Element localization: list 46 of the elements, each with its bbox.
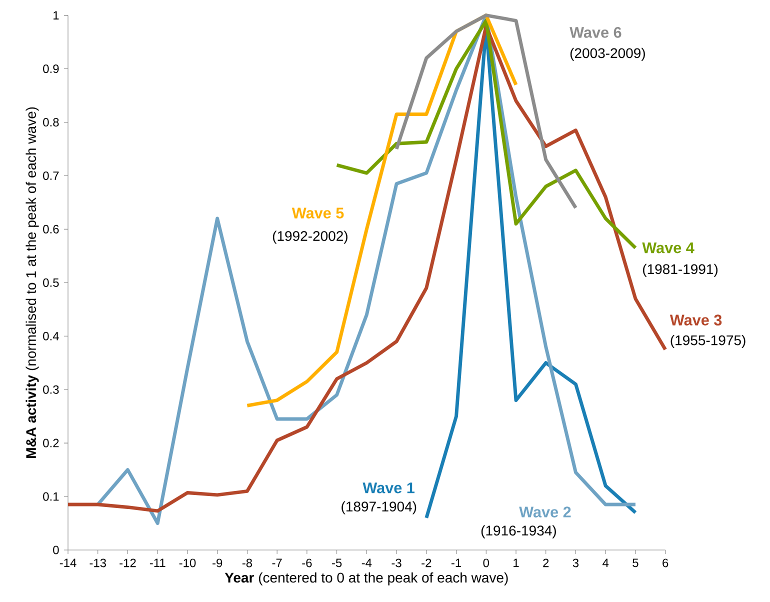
- x-tick-label: 5: [632, 558, 638, 568]
- y-tick-label: 0: [53, 546, 59, 554]
- text: (1955-1975): [670, 334, 746, 348]
- text: Wave 6: [570, 27, 622, 38]
- x-tick-label: 1: [514, 558, 519, 567]
- x-tick-label: -1: [451, 558, 462, 567]
- y-tick-label: 0.7: [43, 171, 59, 180]
- annotation: (1981-1991): [643, 264, 718, 277]
- x-tick-label: 0: [483, 558, 490, 568]
- x-axis-title: Year (centered to 0 at the peak of each wave): [224, 572, 508, 586]
- x-tick-label: -10: [179, 558, 196, 568]
- y-tick-label: 0.1: [43, 492, 59, 501]
- x-tick-label: -13: [90, 558, 106, 568]
- x-tick-label: -12: [120, 558, 136, 568]
- y-axis-title: M&A activity (normalised to 1 at the peak of each wave): [26, 107, 39, 458]
- y-tick-label: 0.3: [43, 385, 59, 394]
- annotation: (2003-2009): [570, 48, 645, 61]
- x-tick-label: -4: [362, 558, 372, 567]
- series-label: Wave 2: [519, 506, 571, 518]
- y-tick-label: 0.5: [43, 278, 59, 287]
- x-tick-label: -7: [272, 558, 282, 567]
- x-tick-label: -14: [60, 558, 76, 567]
- annotation: (1897-1904): [342, 501, 416, 514]
- x-tick-label: -9: [212, 558, 222, 568]
- x-tick-label: -2: [422, 558, 432, 568]
- series-label: Wave 4: [642, 242, 694, 254]
- x-tick-label: -6: [302, 558, 312, 568]
- y-tick-label: 0.4: [43, 332, 59, 340]
- y-tick-label: 0.9: [43, 64, 59, 74]
- annotation: (1916-1934): [481, 525, 556, 538]
- annotation: (1992-2002): [272, 230, 348, 244]
- x-tick-label: -11: [150, 558, 166, 567]
- series-label: Wave 3: [670, 314, 722, 326]
- x-tick-label: -8: [242, 558, 252, 568]
- y-tick-label: 0.8: [43, 118, 59, 127]
- x-tick-label: 6: [662, 558, 668, 568]
- y-tick-label: 1: [54, 11, 59, 20]
- x-tick-label: -3: [392, 558, 402, 568]
- y-tick-label: 0.2: [43, 438, 59, 448]
- x-tick-label: -5: [332, 558, 342, 568]
- series-label: Wave 5: [292, 208, 344, 218]
- x-tick-label: 4: [602, 558, 609, 567]
- series-label: Wave 1: [362, 482, 414, 494]
- x-tick-label: 3: [572, 558, 579, 568]
- x-tick-label: 2: [543, 558, 549, 568]
- y-tick-label: 0.6: [43, 224, 59, 234]
